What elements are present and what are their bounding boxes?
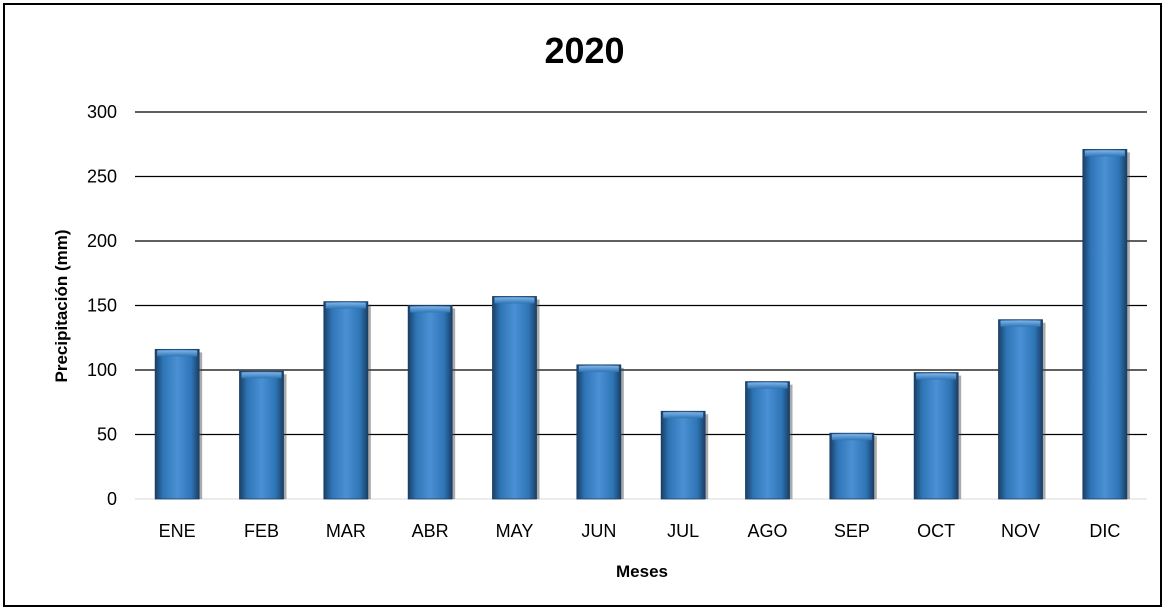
x-tick-label: AGO: [747, 521, 787, 541]
bar-cap: [241, 372, 282, 379]
gridlines: [135, 111, 1147, 500]
y-tick-label: 100: [87, 360, 117, 380]
bar-oct: [913, 372, 959, 500]
x-tick-label: NOV: [1001, 521, 1040, 541]
bar-cap: [1000, 320, 1041, 327]
bar-mar: [323, 301, 369, 500]
bar-may: [492, 296, 537, 500]
x-tick-label: JUL: [667, 521, 699, 541]
bar-cap: [916, 373, 957, 380]
bar-cap: [578, 365, 619, 372]
x-tick-label: JUN: [581, 521, 616, 541]
bar-cap: [325, 302, 366, 309]
y-tick-label: 150: [87, 296, 117, 316]
bar-sep: [829, 432, 875, 500]
bar-jun: [576, 364, 622, 500]
bar-feb: [239, 370, 284, 500]
x-tick-label: OCT: [917, 521, 955, 541]
bar-cap: [157, 350, 198, 357]
bar-ene: [154, 348, 200, 500]
y-tick-label: 300: [87, 102, 117, 122]
y-tick-label: 200: [87, 231, 117, 251]
x-tick-label: FEB: [244, 521, 279, 541]
bar-ago: [745, 381, 790, 500]
bar-jul: [660, 410, 706, 500]
bar-cap: [410, 306, 451, 313]
bar-abr: [407, 305, 453, 500]
x-tick-labels: ENE FEB MAR ABR MAY JUN JUL AGO SEP OCT NOV DIC: [159, 521, 1121, 541]
y-tick-label: 0: [107, 489, 117, 509]
y-tick-label: 50: [97, 425, 117, 445]
bar-cap: [1084, 150, 1125, 157]
bar-cap: [494, 297, 535, 304]
x-tick-label: ABR: [412, 521, 449, 541]
bar-cap: [747, 382, 788, 389]
y-tick-labels: 0 50 100 150 200 250 300: [87, 102, 117, 509]
x-tick-label: MAY: [496, 521, 534, 541]
y-axis-title: Precipitación (mm): [52, 229, 71, 382]
x-axis-title: Meses: [616, 562, 668, 581]
y-tick-label: 250: [87, 167, 117, 187]
bar-cap: [831, 434, 872, 441]
x-tick-label: DIC: [1089, 521, 1120, 541]
bar-cap: [663, 412, 704, 419]
bars: [154, 149, 1130, 500]
chart-title: 2020: [544, 30, 625, 71]
bar-dic: [1082, 149, 1128, 500]
bar-nov: [998, 319, 1043, 500]
x-tick-label: MAR: [326, 521, 366, 541]
x-tick-label: ENE: [159, 521, 196, 541]
x-tick-label: SEP: [834, 521, 870, 541]
